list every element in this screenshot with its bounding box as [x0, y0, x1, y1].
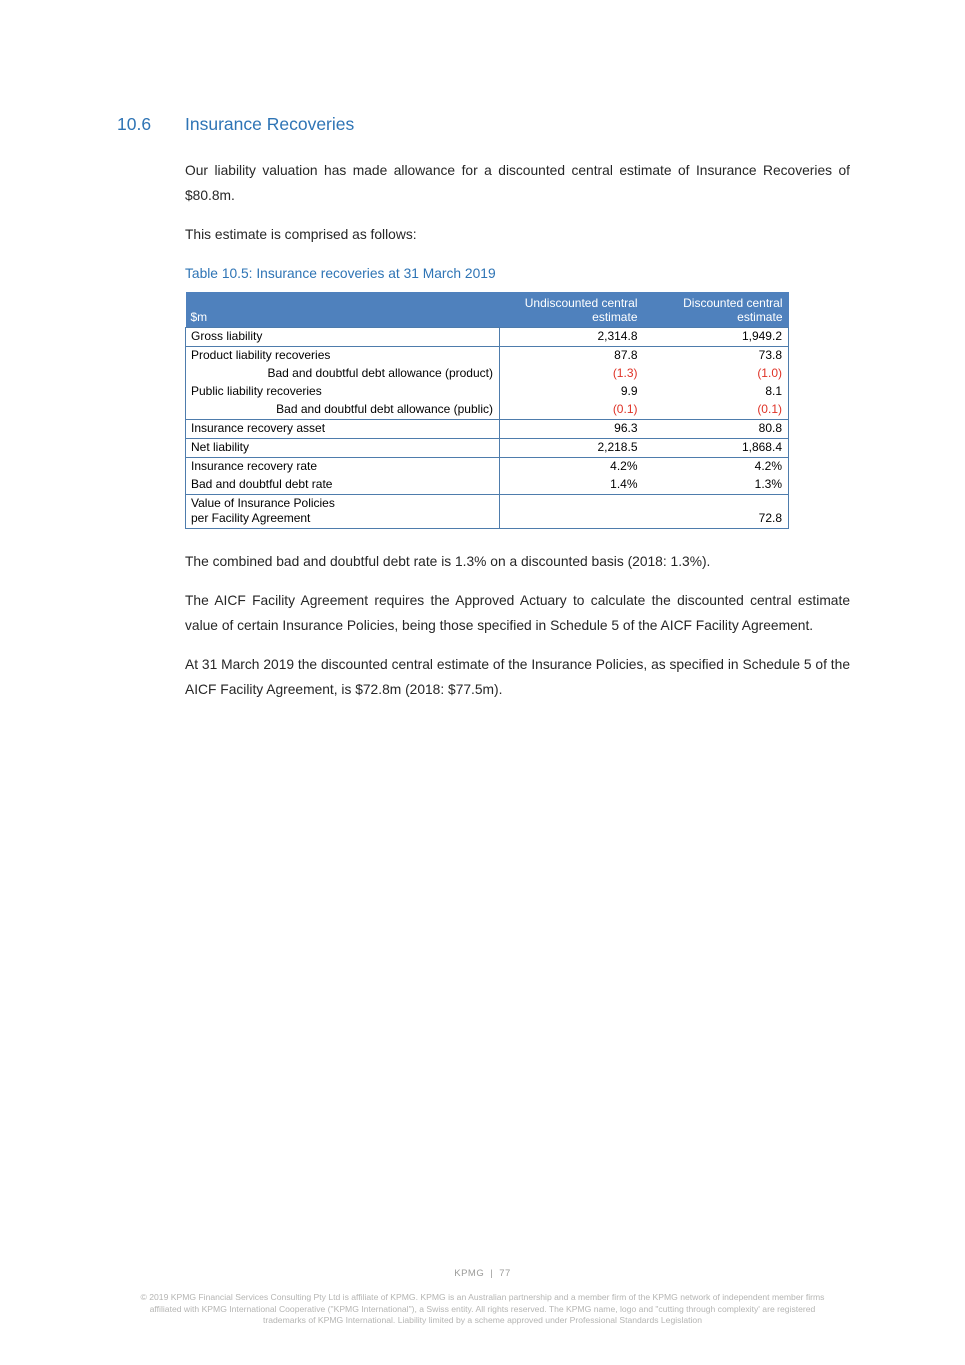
footer-page-number: 77 [499, 1268, 511, 1279]
discounted-value: 80.8 [643, 419, 789, 439]
discounted-value: 1,949.2 [643, 327, 789, 347]
undiscounted-value: 96.3 [499, 419, 644, 439]
body-block: Our liability valuation has made allowan… [185, 158, 850, 702]
row-label: Product liability recoveries [185, 346, 500, 365]
table-row: Product liability recoveries 87.8 73.8 [185, 346, 789, 365]
table-row: Bad and doubtful debt allowance (product… [185, 364, 789, 383]
page-content: 10.6 Insurance Recoveries Our liability … [117, 112, 850, 716]
table-row: Gross liability 2,314.8 1,949.2 [185, 327, 789, 347]
row-label: Public liability recoveries [185, 382, 500, 401]
row-label: Bad and doubtful debt allowance (public) [185, 400, 500, 420]
section-number: 10.6 [117, 114, 152, 134]
table-row: Public liability recoveries 9.9 8.1 [185, 382, 789, 401]
table-row: Bad and doubtful debt allowance (public)… [185, 400, 789, 420]
undiscounted-value: 1.4% [499, 475, 644, 495]
table-caption: Table 10.5: Insurance recoveries at 31 M… [185, 266, 496, 281]
table-body: Gross liability 2,314.8 1,949.2 Product lia… [185, 327, 789, 529]
undiscounted-value [499, 494, 644, 529]
discounted-value: 72.8 [643, 494, 789, 529]
section-heading: 10.6 Insurance Recoveries [117, 112, 850, 136]
intro-paragraph-1: Our liability valuation has made allowan… [185, 163, 850, 203]
discounted-header-cell: Discounted central estimate [643, 292, 789, 328]
footer-brand: KPMG [454, 1268, 485, 1279]
page-footer: KPMG | 77 © 2019 KPMG Financial Services C… [0, 1268, 965, 1327]
undiscounted-header-cell: Undiscounted central estimate [499, 292, 644, 328]
row-label: Net liability [185, 438, 500, 458]
undiscounted-value: (1.3) [612, 365, 638, 380]
intro-paragraph-2: This estimate is comprised as follows: [185, 227, 417, 242]
row-label: Gross liability [185, 327, 500, 347]
undiscounted-value: 2,218.5 [499, 438, 644, 458]
row-label: Insurance recovery asset [185, 419, 500, 439]
discounted-value: 8.1 [643, 382, 789, 401]
section-title: Insurance Recoveries [185, 114, 355, 134]
footer-legal-line: trademarks of KPMG International. Liabil… [263, 1315, 702, 1325]
table-row: Value of Insurance Policies per Facility … [185, 494, 789, 529]
discounted-value: 4.2% [643, 457, 789, 476]
undiscounted-value: (0.1) [499, 400, 644, 420]
footer-separator: | [490, 1268, 494, 1279]
closing-paragraph-2: The AICF Facility Agreement requires the… [185, 592, 850, 633]
footer-legal-text: © 2019 KPMG Financial Services Consultin… [0, 1292, 965, 1327]
closing-paragraph-3: At 31 March 2019 the discounted central … [185, 656, 850, 697]
footer-legal-line: © 2019 KPMG Financial Services Consultin… [140, 1292, 825, 1302]
unit-header-cell: $m [185, 292, 500, 328]
row-label: Insurance recovery rate [185, 457, 500, 476]
footer-legal-line: affiliated with KPMG International Coope… [149, 1303, 816, 1314]
row-label: Value of Insurance Policies per Facility … [185, 494, 500, 529]
table-row: Insurance recovery asset 96.3 80.8 [185, 419, 789, 439]
discounted-value: 73.8 [643, 346, 789, 365]
table-row: Net liability 2,218.5 1,868.4 [185, 438, 789, 458]
undiscounted-value: 2,314.8 [499, 327, 644, 347]
table-row: Insurance recovery rate 4.2% 4.2% [185, 457, 789, 476]
row-label: Bad and doubtful debt allowance (product… [185, 364, 500, 383]
discounted-value: (0.1) [643, 400, 789, 420]
discounted-value: (1.0) [643, 364, 789, 383]
table-row: Bad and doubtful debt rate 1.4% 1.3% [185, 475, 789, 495]
row-label: Bad and doubtful debt rate [185, 475, 500, 495]
insurance-recoveries-table: $m Undiscounted central estimate Discoun… [185, 292, 789, 529]
footer-page-line: KPMG | 77 [0, 1268, 965, 1279]
discounted-value: 1.3% [643, 475, 789, 495]
closing-paragraph-1: The combined bad and doubtful debt rate … [185, 553, 711, 569]
discounted-value: 1,868.4 [643, 438, 789, 458]
table-header: $m Undiscounted central estimate Discoun… [185, 292, 789, 328]
undiscounted-value: 4.2% [610, 458, 638, 473]
undiscounted-value: 87.8 [614, 347, 638, 362]
undiscounted-value: 9.9 [620, 383, 638, 398]
